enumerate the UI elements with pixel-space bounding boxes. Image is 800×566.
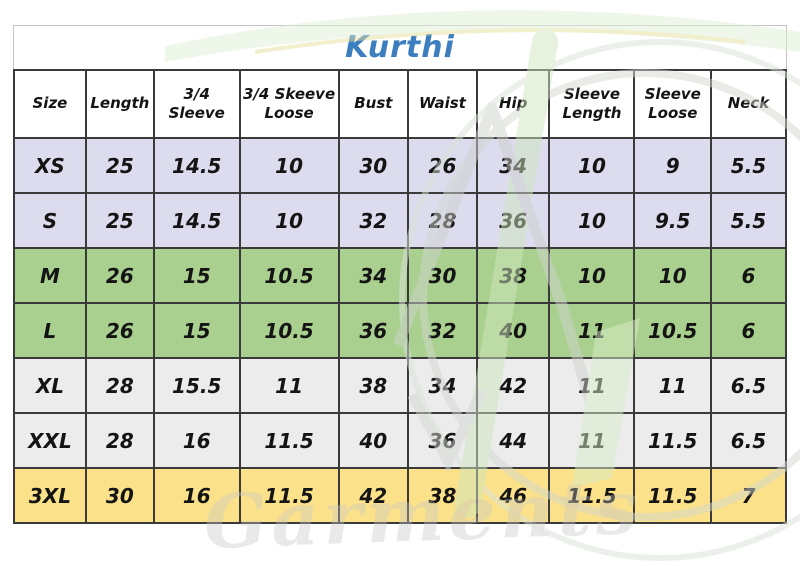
value-cell: 10 xyxy=(548,137,636,194)
value-cell: 11.5 xyxy=(238,412,340,469)
table-row: XS 25 14.5 10 30 26 34 10 9 5.5 xyxy=(13,137,788,194)
value-cell: 42 xyxy=(475,357,551,414)
value-cell: 16 xyxy=(152,412,241,469)
value-cell: 26 xyxy=(407,137,478,194)
value-cell: 15.5 xyxy=(152,357,241,414)
column-header: 3/4 Sleeve xyxy=(152,69,241,139)
value-cell: 15 xyxy=(152,247,241,304)
value-cell: 25 xyxy=(84,137,155,194)
value-cell: 38 xyxy=(337,357,410,414)
value-cell: 40 xyxy=(475,302,551,359)
value-cell: 26 xyxy=(84,302,155,359)
table-row: L 26 15 10.5 36 32 40 11 10.5 6 xyxy=(13,302,788,359)
table-row: S 25 14.5 10 32 28 36 10 9.5 5.5 xyxy=(13,192,788,249)
value-cell: 42 xyxy=(337,467,410,524)
value-cell: 28 xyxy=(84,412,155,469)
chart-title-bar: Kurthi xyxy=(13,25,787,69)
value-cell: 38 xyxy=(475,247,551,304)
size-cell: XS xyxy=(13,137,87,194)
value-cell: 16 xyxy=(152,467,241,524)
value-cell: 36 xyxy=(337,302,410,359)
column-header: Size xyxy=(13,69,87,139)
value-cell: 28 xyxy=(84,357,155,414)
value-cell: 30 xyxy=(84,467,155,524)
table-row: M 26 15 10.5 34 30 38 10 10 6 xyxy=(13,247,788,304)
column-header: Sleeve Loose xyxy=(633,69,712,139)
table-row: 3XL 30 16 11.5 42 38 46 11.5 11.5 7 xyxy=(13,467,788,524)
table-row: XXL 28 16 11.5 40 36 44 11 11.5 6.5 xyxy=(13,412,788,469)
table-row: XL 28 15.5 11 38 34 42 11 11 6.5 xyxy=(13,357,788,414)
column-header: Waist xyxy=(407,69,478,139)
size-cell: 3XL xyxy=(13,467,87,524)
size-cell: XL xyxy=(13,357,87,414)
value-cell: 14.5 xyxy=(152,137,241,194)
value-cell: 9 xyxy=(633,137,712,194)
value-cell: 36 xyxy=(475,192,551,249)
value-cell: 6 xyxy=(709,302,788,359)
value-cell: 15 xyxy=(152,302,241,359)
value-cell: 6.5 xyxy=(709,357,788,414)
size-cell: M xyxy=(13,247,87,304)
value-cell: 32 xyxy=(407,302,478,359)
column-header: Length xyxy=(84,69,155,139)
value-cell: 36 xyxy=(407,412,478,469)
value-cell: 11 xyxy=(238,357,340,414)
value-cell: 34 xyxy=(337,247,410,304)
value-cell: 5.5 xyxy=(709,192,788,249)
value-cell: 30 xyxy=(337,137,410,194)
size-cell: L xyxy=(13,302,87,359)
size-table: Size Length 3/4 Sleeve 3/4 Skeeve Loose Bust… xyxy=(13,69,788,524)
value-cell: 11.5 xyxy=(238,467,340,524)
value-cell: 6 xyxy=(709,247,788,304)
size-cell: XXL xyxy=(13,412,87,469)
value-cell: 11.5 xyxy=(633,412,712,469)
size-cell: S xyxy=(13,192,87,249)
value-cell: 7 xyxy=(709,467,788,524)
value-cell: 11 xyxy=(633,357,712,414)
value-cell: 25 xyxy=(84,192,155,249)
value-cell: 26 xyxy=(84,247,155,304)
value-cell: 5.5 xyxy=(709,137,788,194)
value-cell: 11.5 xyxy=(633,467,712,524)
value-cell: 34 xyxy=(475,137,551,194)
chart-title: Kurthi xyxy=(345,30,455,65)
value-cell: 34 xyxy=(407,357,478,414)
value-cell: 11 xyxy=(548,357,636,414)
column-header: Hip xyxy=(475,69,551,139)
value-cell: 9.5 xyxy=(633,192,712,249)
column-header: Bust xyxy=(337,69,410,139)
value-cell: 32 xyxy=(337,192,410,249)
column-header: Neck xyxy=(709,69,788,139)
value-cell: 40 xyxy=(337,412,410,469)
value-cell: 44 xyxy=(475,412,551,469)
value-cell: 10.5 xyxy=(633,302,712,359)
value-cell: 10 xyxy=(238,192,340,249)
value-cell: 11.5 xyxy=(548,467,636,524)
value-cell: 10 xyxy=(548,192,636,249)
column-header: 3/4 Skeeve Loose xyxy=(238,69,340,139)
header-row: Size Length 3/4 Sleeve 3/4 Skeeve Loose Bust… xyxy=(13,69,788,139)
value-cell: 10 xyxy=(238,137,340,194)
value-cell: 46 xyxy=(475,467,551,524)
value-cell: 11 xyxy=(548,302,636,359)
value-cell: 28 xyxy=(407,192,478,249)
value-cell: 10.5 xyxy=(238,247,340,304)
value-cell: 10.5 xyxy=(238,302,340,359)
value-cell: 30 xyxy=(407,247,478,304)
value-cell: 10 xyxy=(548,247,636,304)
value-cell: 6.5 xyxy=(709,412,788,469)
value-cell: 38 xyxy=(407,467,478,524)
column-header: Sleeve Length xyxy=(548,69,636,139)
value-cell: 14.5 xyxy=(152,192,241,249)
value-cell: 11 xyxy=(548,412,636,469)
size-chart: Kurthi Size Length 3/4 Sleeve 3/4 Skeeve Lo… xyxy=(13,25,788,524)
value-cell: 10 xyxy=(633,247,712,304)
